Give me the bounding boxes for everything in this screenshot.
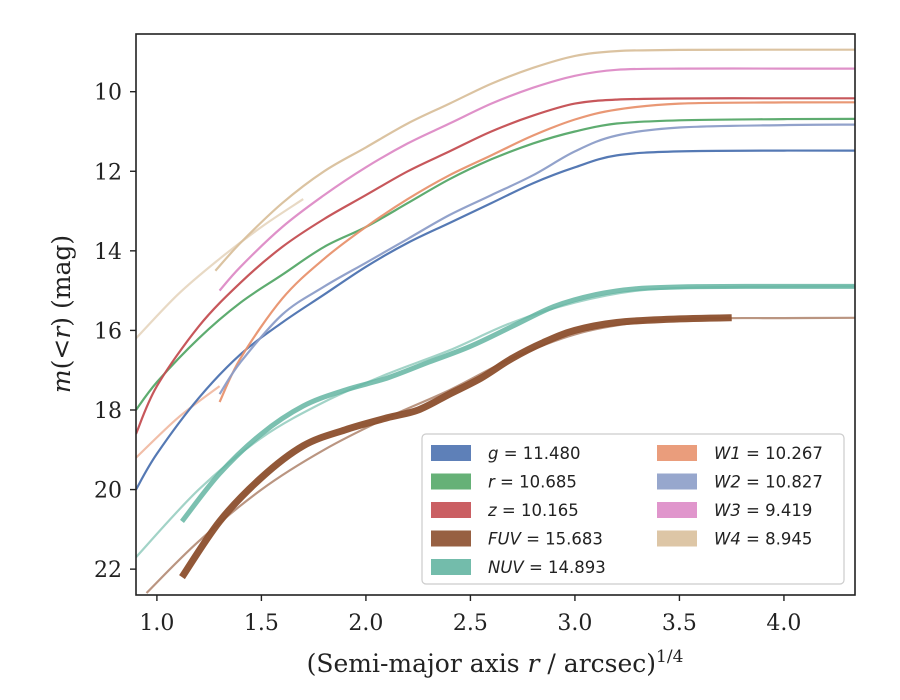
legend-swatch-w2 bbox=[657, 473, 697, 490]
legend-box bbox=[421, 433, 845, 585]
y-tick-label: 20 bbox=[94, 479, 122, 504]
series-line-w2 bbox=[218, 123, 855, 395]
series-line-r bbox=[136, 117, 855, 411]
legend-label-w2: W2 = 10.827 bbox=[714, 473, 823, 492]
legend-swatch-fuv bbox=[431, 530, 471, 547]
legend-swatch-z bbox=[431, 502, 471, 518]
x-tick-label: 2.0 bbox=[348, 611, 383, 636]
y-tick-label: 18 bbox=[94, 399, 122, 424]
faint-line-2 bbox=[136, 198, 304, 340]
series-line-w4 bbox=[214, 48, 855, 272]
x-axis-label: (Semi-major axis r / arcsec)1/4 bbox=[307, 647, 684, 678]
y-axis-label: m(<r) (mag) bbox=[47, 235, 76, 393]
legend-swatch-w4 bbox=[657, 530, 697, 547]
legend-swatch-r bbox=[431, 473, 471, 490]
x-tick-label: 1.0 bbox=[139, 611, 174, 636]
x-ticks: 1.0 1.5 2.0 2.5 3.0 3.5 4.0 bbox=[139, 595, 801, 636]
series-line-w1 bbox=[218, 101, 855, 403]
series-lines-layer bbox=[136, 48, 855, 580]
legend-label-w4: W4 = 8.945 bbox=[714, 530, 812, 549]
x-tick-label: 3.5 bbox=[662, 611, 697, 636]
series-line-w3 bbox=[218, 67, 855, 292]
legend-label-g: g = 11.480 bbox=[488, 444, 581, 463]
y-tick-label: 16 bbox=[94, 319, 122, 344]
legend-swatch-nuv bbox=[431, 559, 471, 575]
y-tick-label: 14 bbox=[94, 240, 122, 265]
x-tick-label: 2.5 bbox=[453, 611, 488, 636]
x-tick-label: 3.0 bbox=[557, 611, 592, 636]
series-line-g bbox=[136, 149, 855, 491]
y-tick-label: 12 bbox=[94, 160, 122, 185]
legend-swatch-g bbox=[431, 445, 471, 461]
series-line-fuv bbox=[179, 314, 732, 580]
legend: g = 11.480 r = 10.685 z = 10.165 FUV = 15.6… bbox=[421, 433, 845, 585]
legend-items: g = 11.480 r = 10.685 z = 10.165 FUV = 15.6… bbox=[431, 444, 823, 577]
y-tick-label: 22 bbox=[94, 558, 122, 583]
legend-label-w1: W1 = 10.267 bbox=[714, 444, 823, 463]
legend-swatch-w1 bbox=[657, 445, 697, 461]
y-tick-label: 10 bbox=[94, 81, 122, 106]
legend-label-z: z = 10.165 bbox=[487, 501, 579, 520]
plot-frame bbox=[135, 33, 856, 596]
legend-label-w3: W3 = 9.419 bbox=[714, 501, 812, 520]
legend-label-nuv: NUV = 14.893 bbox=[488, 558, 606, 577]
series-line-z bbox=[136, 97, 855, 435]
legend-label-r: r = 10.685 bbox=[488, 473, 577, 492]
legend-label-fuv: FUV = 15.683 bbox=[488, 530, 603, 549]
x-tick-label: 1.5 bbox=[244, 611, 279, 636]
series-line-nuv bbox=[180, 283, 855, 523]
legend-swatch-w3 bbox=[657, 502, 697, 518]
faint-line-3 bbox=[136, 385, 221, 459]
x-tick-label: 4.0 bbox=[766, 611, 801, 636]
y-ticks: 10 12 14 16 18 20 22 bbox=[94, 81, 136, 583]
